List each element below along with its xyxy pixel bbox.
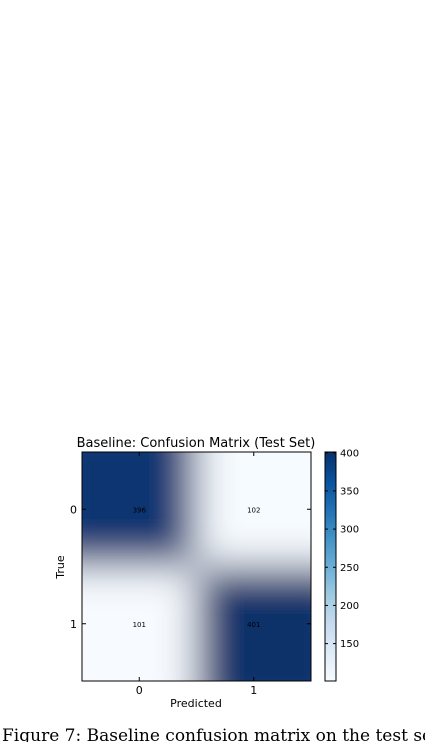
figure-caption: Figure 7: Baseline confusion matrix on t… [2,728,425,742]
plot-frame [81,451,312,682]
cell-value-label: 396 [133,506,147,514]
y-tick-label: 1 [70,618,77,631]
colorbar-tick-label: 350 [340,486,359,497]
x-tick-label: 0 [136,684,143,697]
cell-value-label: 102 [247,506,260,514]
cell-value-label: 401 [247,621,260,629]
y-tick-label: 0 [70,503,77,516]
colorbar [324,451,337,682]
chart-title: Baseline: Confusion Matrix (Test Set) [77,436,316,451]
x-tick-label: 1 [250,684,257,697]
heatmap-cell-0-0 [82,452,197,567]
colorbar-tick-label: 250 [340,563,359,574]
cell-value-label: 101 [133,621,146,629]
heatmap-cell-1-0 [82,566,197,681]
colorbar-tick-label: 150 [340,639,359,650]
heatmap-cell-1-1 [196,566,311,681]
colorbar-tick-label: 300 [340,525,359,536]
heatmap-cells [82,452,311,681]
colorbar-tick-label: 200 [340,601,359,612]
heatmap-cell-0-1 [196,452,311,567]
x-axis-label: Predicted [170,697,222,710]
colorbar-tick-label: 400 [340,448,359,459]
y-axis-label: True [54,555,67,580]
